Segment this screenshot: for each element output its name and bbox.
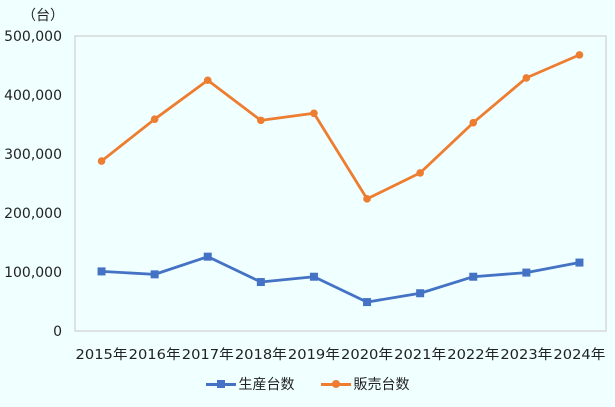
x-tick-label: 2016年 <box>129 347 181 363</box>
data-point-circle <box>363 195 371 203</box>
legend: 生産台数 販売台数 <box>0 374 615 394</box>
series-line <box>101 255 580 304</box>
data-point-circle <box>469 118 478 127</box>
data-point-square <box>150 270 159 279</box>
x-tick-label: 2023年 <box>500 347 552 363</box>
y-tick-label: 500,000 <box>4 29 62 45</box>
data-point-square <box>469 272 478 281</box>
data-point-circle <box>97 157 106 165</box>
y-tick-label: 0 <box>53 324 62 340</box>
y-tick-label: 200,000 <box>4 206 62 222</box>
y-tick-label: 100,000 <box>4 265 62 281</box>
data-point-circle <box>416 169 424 177</box>
x-tick-label: 2019年 <box>288 347 340 363</box>
data-point-circle <box>150 115 159 123</box>
data-point-square <box>256 278 265 287</box>
data-point-circle <box>575 51 584 59</box>
data-point-circle <box>310 109 318 118</box>
square-marker-line-icon <box>205 379 236 389</box>
x-tick-label: 2022年 <box>447 347 499 363</box>
y-axis-unit-label: （台） <box>22 8 64 24</box>
x-tick-label: 2015年 <box>76 347 128 363</box>
data-point-circle <box>522 74 531 82</box>
x-tick-label: 2017年 <box>182 347 234 363</box>
data-point-square <box>309 272 318 281</box>
x-tick-label: 2020年 <box>341 347 393 363</box>
legend-label: 生産台数 <box>238 377 295 393</box>
data-point-square <box>97 267 106 276</box>
legend-item-sales: 販売台数 <box>320 374 410 394</box>
x-tick-label: 2024年 <box>553 347 605 363</box>
data-point-square <box>203 252 212 261</box>
x-tick-label: 2018年 <box>235 347 287 363</box>
y-tick-label: 300,000 <box>4 147 62 163</box>
x-tick-label: 2021年 <box>394 347 446 363</box>
data-point-square <box>575 258 584 267</box>
circle-marker-line-icon <box>320 379 351 389</box>
legend-item-production: 生産台数 <box>205 374 295 394</box>
legend-label: 販売台数 <box>353 377 410 393</box>
data-point-square <box>416 289 425 298</box>
plot-border <box>74 35 607 332</box>
y-tick-label: 400,000 <box>4 88 62 104</box>
data-point-circle <box>257 116 265 125</box>
data-point-square <box>522 268 531 277</box>
series-line <box>100 53 581 201</box>
data-point-circle <box>203 76 212 85</box>
data-point-square <box>363 298 372 307</box>
